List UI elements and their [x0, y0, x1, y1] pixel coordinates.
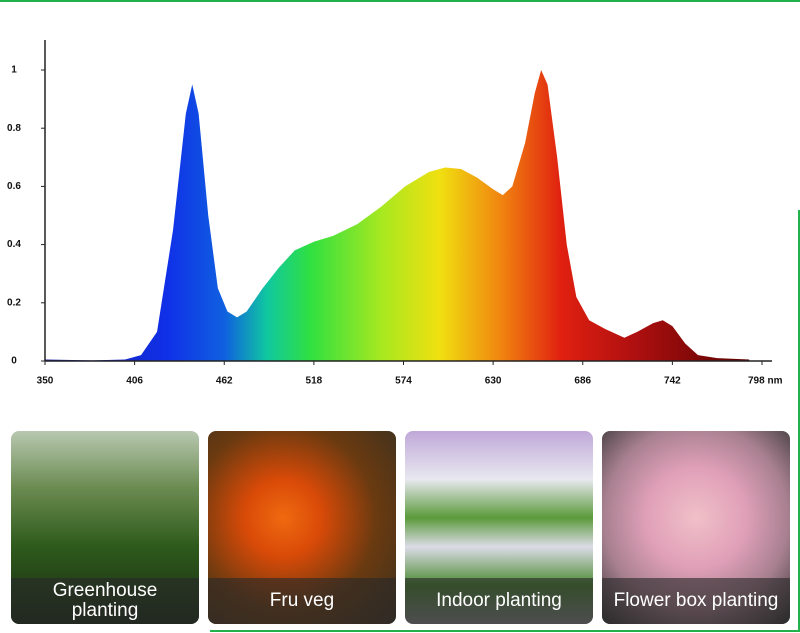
x-tick-label: 406 [126, 376, 143, 387]
card-caption: Greenhouse planting [11, 578, 199, 624]
x-tick-label: 798 nm [748, 376, 783, 387]
photo-card: Indoor planting [405, 431, 593, 624]
card-caption: Flower box planting [602, 578, 790, 624]
x-tick-label: 350 [37, 376, 54, 387]
photo-card: Greenhouse planting [11, 431, 199, 624]
side-rule [798, 210, 800, 630]
x-tick-label: 574 [395, 376, 412, 387]
x-tick-label: 518 [306, 376, 323, 387]
photo-card: Flower box planting [602, 431, 790, 624]
top-rule [0, 0, 800, 2]
y-tick-label: 1 [11, 65, 17, 76]
photo-card: Fru veg [208, 431, 396, 624]
x-tick-label: 462 [216, 376, 233, 387]
bottom-rule [210, 630, 800, 632]
card-caption: Indoor planting [405, 578, 593, 624]
x-tick-label: 742 [664, 376, 681, 387]
x-tick-label: 686 [574, 376, 591, 387]
spectrum-area [45, 70, 750, 361]
y-tick-label: 0.6 [7, 181, 21, 192]
x-tick-label: 630 [485, 376, 502, 387]
chart: 0 0.2 0.4 0.6 0.8 1 350 406 462 518 574 630 686 742 79… [7, 40, 783, 387]
y-tick-label: 0.8 [7, 123, 21, 134]
card-caption: Fru veg [208, 578, 396, 624]
y-tick-label: 0 [11, 356, 17, 367]
y-tick-label: 0.2 [7, 297, 21, 308]
y-tick-label: 0.4 [7, 239, 21, 250]
